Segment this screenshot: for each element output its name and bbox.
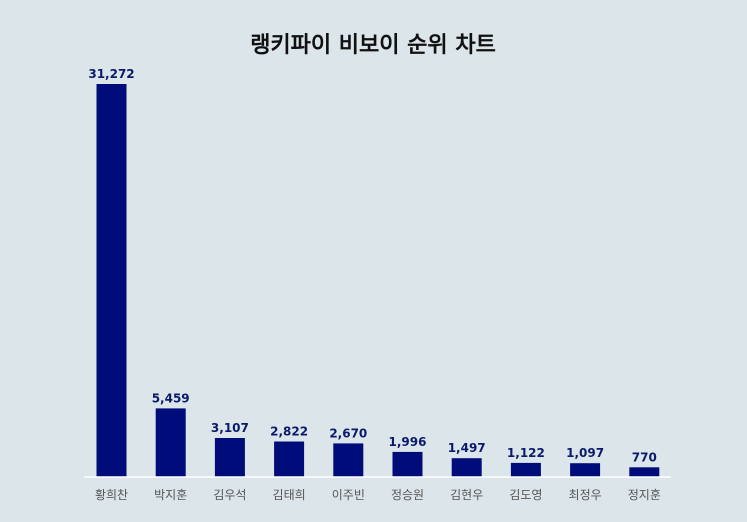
bar-value-label-5: 2,670	[329, 426, 367, 440]
x-tick-labels-group: 황희찬 박지훈 김우석 김태희 이주빈 정승원 김현우 김도영 최정우 정지훈	[95, 487, 661, 502]
bar-2	[155, 408, 186, 477]
bar-value-label-2: 5,459	[152, 391, 190, 405]
bar-value-label-9: 1,097	[566, 446, 604, 460]
bar-value-label-8: 1,122	[507, 446, 545, 460]
x-tick-label-4: 김태희	[273, 488, 306, 502]
bar-value-label-6: 1,996	[389, 435, 427, 449]
bar-6	[392, 451, 423, 477]
bar-value-label-7: 1,497	[448, 441, 486, 455]
bar-5	[333, 443, 364, 477]
x-tick-label-1: 황희찬	[95, 487, 128, 502]
bar-8	[510, 462, 541, 477]
x-tick-label-5: 이주빈	[332, 488, 365, 502]
bar-value-label-10: 770	[632, 450, 657, 464]
bar-10	[629, 467, 660, 477]
x-tick-label-9: 최정우	[569, 488, 602, 502]
x-tick-label-3: 김우석	[213, 488, 246, 502]
x-tick-label-6: 정승원	[391, 488, 424, 502]
bars-group	[96, 84, 660, 477]
bar-4	[274, 441, 305, 477]
bar-7	[451, 458, 482, 477]
x-tick-label-10: 정지훈	[628, 488, 661, 502]
bar-value-label-1: 31,272	[88, 67, 134, 81]
x-tick-label-8: 김도영	[509, 488, 542, 502]
value-labels-group: 31,272 5,459 3,107 2,822 2,670 1,996 1,497 1,12…	[88, 67, 656, 464]
bar-1	[96, 84, 127, 477]
x-tick-label-2: 박지훈	[154, 488, 187, 502]
bar-9	[570, 463, 601, 477]
bar-value-label-3: 3,107	[211, 421, 249, 435]
chart-title: 랭키파이 비보이 순위 차트	[250, 33, 496, 58]
bar-value-label-4: 2,822	[270, 425, 308, 439]
x-tick-label-7: 김현우	[450, 488, 483, 502]
bar-3	[214, 438, 245, 477]
